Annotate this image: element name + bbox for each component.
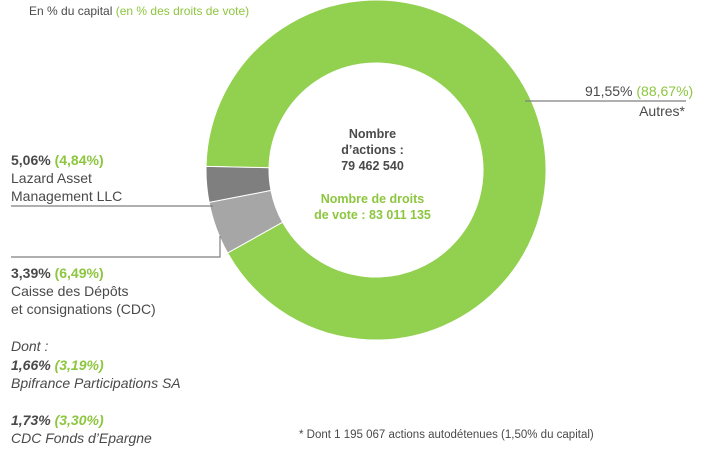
bpi-vote: (3,19%) — [54, 357, 104, 373]
autres-pct: 91,55% — [585, 83, 633, 99]
donut-slice-cdc — [205, 165, 272, 204]
bpi-pct: 1,66% — [11, 357, 51, 373]
cdc-pct: 3,39% — [11, 265, 51, 281]
header-votes: (en % des droits de vote) — [115, 4, 250, 18]
lazard-name-line2: Management LLC — [11, 188, 123, 204]
cdc-name-line1: Caisse des Dépôts — [11, 283, 129, 299]
lazard-vote: (4,84%) — [54, 152, 104, 168]
label-autres: 91,55% (88,67%) Autres* — [585, 82, 693, 120]
leader-line-cdc — [11, 236, 221, 258]
label-dont: Dont : — [11, 338, 49, 354]
cdcfe-name: CDC Fonds d’Epargne — [11, 430, 152, 446]
label-lazard: 5,06% (4,84%) Lazard Asset Management LL… — [11, 151, 122, 205]
cdcfe-pct: 1,73% — [11, 412, 51, 428]
center-shares-line1: Nombre — [348, 127, 397, 141]
cdcfe-vote: (3,30%) — [54, 412, 104, 428]
lazard-pct: 5,06% — [11, 152, 51, 168]
cdc-name-line2: et consignations (CDC) — [11, 301, 156, 317]
donut-slice-autres — [205, 0, 547, 341]
center-shares-line2: d’actions : — [341, 143, 404, 157]
label-bpi: 1,66% (3,19%) Bpifrance Participations S… — [11, 356, 181, 392]
chart-header: En % du capital (en % des droits de vote… — [29, 4, 249, 18]
center-votes-line1: Nombre de droits — [320, 192, 425, 206]
center-votes-line2: de vote : 83 011 135 — [314, 208, 431, 222]
label-cdc: 3,39% (6,49%) Caisse des Dépôts et consi… — [11, 264, 156, 318]
center-shares-line3: 79 462 540 — [341, 159, 404, 173]
bpi-name: Bpifrance Participations SA — [11, 375, 181, 391]
autres-name: Autres* — [639, 103, 685, 119]
center-shares: Nombre d’actions : 79 462 540 — [320, 126, 425, 174]
center-votes: Nombre de droits de vote : 83 011 135 — [300, 191, 445, 223]
footnote: * Dont 1 195 067 actions autodétenues (1… — [299, 429, 594, 441]
label-cdcfe: 1,73% (3,30%) CDC Fonds d’Epargne — [11, 411, 152, 447]
lazard-name-line1: Lazard Asset — [11, 170, 92, 186]
cdc-vote: (6,49%) — [54, 265, 104, 281]
autres-vote: (88,67%) — [636, 83, 694, 99]
header-capital: En % du capital — [29, 4, 113, 18]
